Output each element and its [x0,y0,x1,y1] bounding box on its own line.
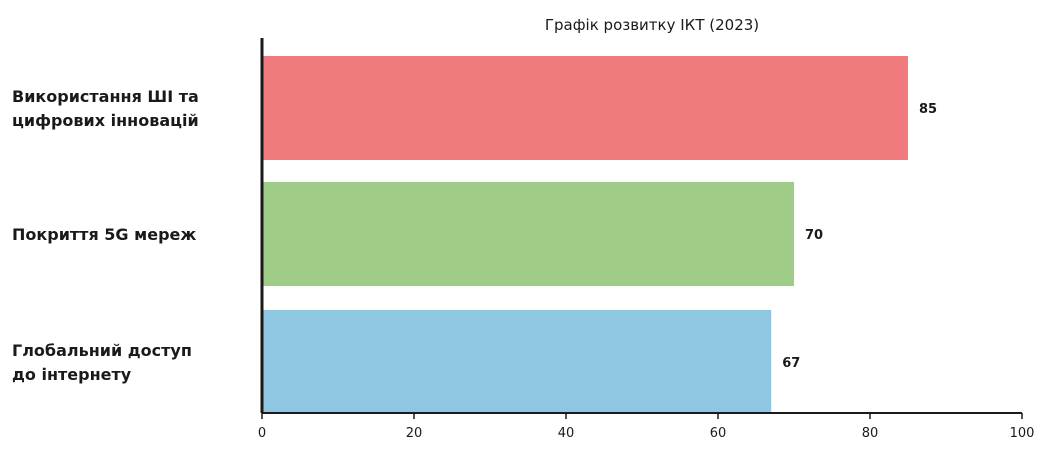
bar-2 [262,310,772,414]
axis-layer: 0 20 40 60 80 100 [258,38,1035,441]
bars-layer: 85 Використання ШІ та цифрових інновацій 70… [12,56,937,414]
value-label-1: 70 [805,228,823,243]
category-label-line: до інтернету [12,365,132,384]
x-tick-label: 20 [406,426,423,441]
category-label-line: цифрових інновацій [12,111,199,130]
value-label-0: 85 [919,102,937,117]
value-label-2: 67 [782,356,800,371]
x-tick-label: 80 [862,426,879,441]
x-tick-label: 100 [1010,426,1035,441]
bar-1 [262,182,794,286]
category-label-1: Покриття 5G мереж [12,225,196,244]
category-label-line: Покриття 5G мереж [12,225,196,244]
category-label-line: Використання ШІ та [12,87,199,106]
category-label-0: Використання ШІ та цифрових інновацій [12,87,199,130]
category-label-2: Глобальний доступ до інтернету [12,341,192,384]
x-tick-label: 40 [558,426,575,441]
x-tick-label: 60 [710,426,727,441]
category-label-line: Глобальний доступ [12,341,192,360]
bar-0 [262,56,908,160]
chart-title: Графік розвитку ІКТ (2023) [545,16,759,34]
x-tick-label: 0 [258,426,266,441]
